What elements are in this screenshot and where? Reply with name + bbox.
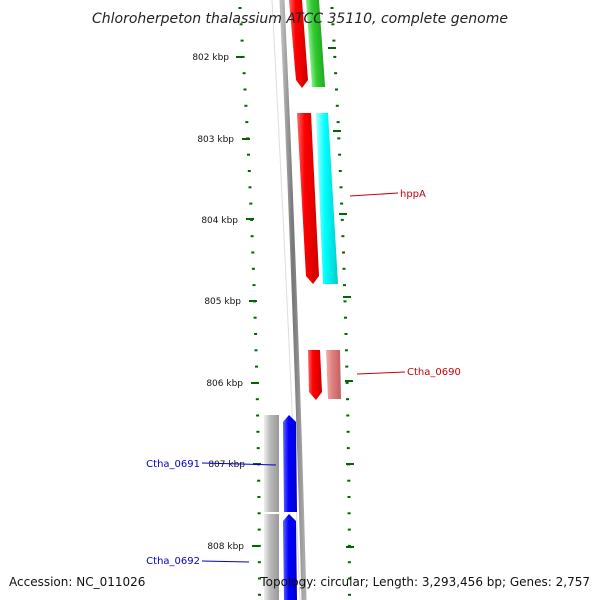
label-leader-line: [349, 192, 399, 197]
gene-label-ctha-0690[interactable]: Ctha_0690: [407, 367, 461, 378]
gene-label-hppA[interactable]: hppA: [400, 189, 426, 200]
cog-block-green: [306, 0, 326, 87]
topology-text: Topology: circular; Length: 3,293,456 bp…: [259, 575, 590, 589]
gene-arrow-ctha-0692[interactable]: [283, 514, 297, 600]
outer-ring: [271, 0, 301, 600]
genome-backbone: [279, 0, 307, 600]
cog-block-pink: [326, 350, 341, 399]
tick-marks-right: [330, 7, 351, 596]
cog-block-cyan: [316, 113, 338, 284]
gene-arrow-ctha-0690[interactable]: [308, 350, 322, 400]
map-title: Chloroherpeton thalassium ATCC 35110, co…: [92, 11, 508, 27]
gene-arrow[interactable]: [289, 0, 308, 88]
label-leader-line: [201, 462, 277, 466]
accession-text: Accession: NC_011026: [9, 575, 145, 589]
tick-label: 803 kbp: [197, 135, 234, 145]
tick-label: 807 kbp: [208, 460, 245, 470]
tick-label: 802 kbp: [192, 53, 229, 63]
gene-arrow-hppA[interactable]: [297, 113, 319, 284]
tick-label: 805 kbp: [204, 297, 241, 307]
label-leader-line: [356, 371, 406, 375]
tick-label: 804 kbp: [201, 216, 238, 226]
cog-block-gray: [264, 514, 279, 600]
gene-label-ctha-0691[interactable]: Ctha_0691: [146, 459, 200, 470]
cog-block-gray: [264, 415, 279, 512]
gene-label-ctha-0692[interactable]: Ctha_0692: [146, 556, 200, 567]
gene-arrow-ctha-0691[interactable]: [283, 415, 297, 512]
tick-label: 808 kbp: [207, 542, 244, 552]
tick-label: 806 kbp: [206, 379, 243, 389]
label-leader-line: [201, 560, 250, 563]
